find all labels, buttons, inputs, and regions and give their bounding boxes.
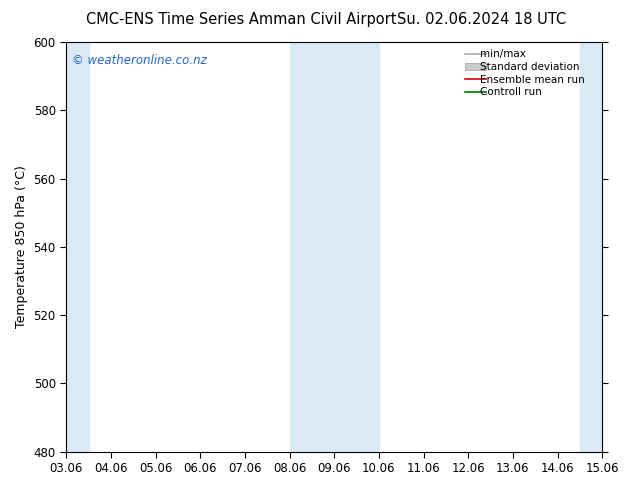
Bar (290, 42, 379, 452)
Text: CMC-ENS Time Series Amman Civil Airport: CMC-ENS Time Series Amman Civil Airport (86, 12, 396, 27)
Bar (602, 42, 624, 452)
Text: © weatheronline.co.nz: © weatheronline.co.nz (72, 54, 206, 67)
Text: Su. 02.06.2024 18 UTC: Su. 02.06.2024 18 UTC (398, 12, 566, 27)
Bar (580, 42, 602, 452)
Bar (66, 42, 89, 452)
Y-axis label: Temperature 850 hPa (°C): Temperature 850 hPa (°C) (15, 166, 28, 328)
Legend: min/max, Standard deviation, Ensemble mean run, Controll run: min/max, Standard deviation, Ensemble me… (461, 45, 599, 101)
